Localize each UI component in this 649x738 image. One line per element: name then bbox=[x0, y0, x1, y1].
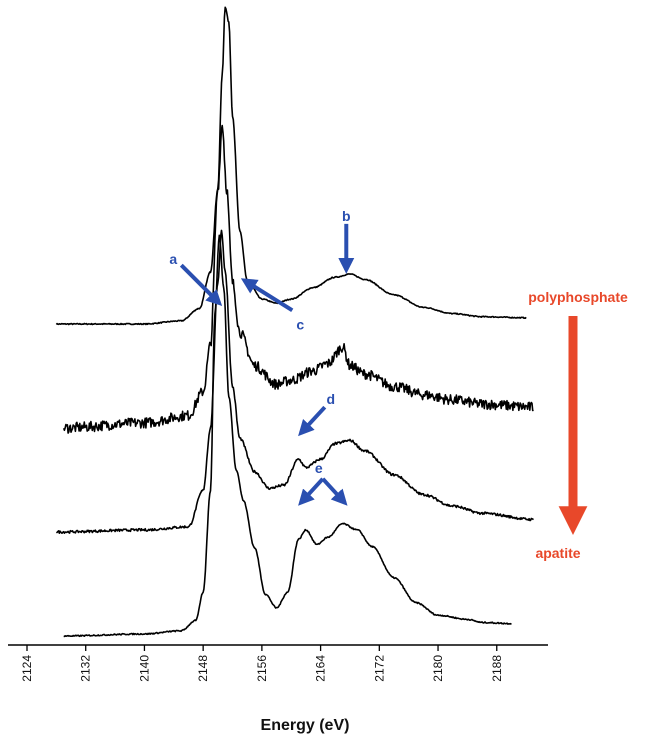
x-axis-ticks: 2124 2132 2140 2148 2156 2164 2172 2180 2188 bbox=[20, 645, 504, 682]
x-tick-label-2180: 2180 bbox=[431, 655, 445, 682]
annotation-label-e: e bbox=[315, 460, 323, 476]
polyphosphate-label: polyphosphate bbox=[528, 289, 628, 305]
spectrum-line-3 bbox=[55, 229, 534, 534]
x-tick-label-2164: 2164 bbox=[314, 655, 328, 682]
annotation-label-a: a bbox=[169, 251, 177, 267]
x-tick-label-2172: 2172 bbox=[372, 655, 386, 682]
annotation-label-c: c bbox=[296, 316, 304, 332]
x-tick-label-2124: 2124 bbox=[20, 655, 34, 682]
spectra-layer bbox=[55, 6, 534, 638]
annotation-label-d: d bbox=[327, 391, 336, 407]
annotation-arrow-c bbox=[240, 278, 294, 313]
x-tick-label-2188: 2188 bbox=[490, 655, 504, 682]
x-tick-label-2156: 2156 bbox=[255, 655, 269, 682]
annotation-arrow-d bbox=[298, 405, 327, 437]
spectrum-line-1 bbox=[55, 6, 527, 326]
x-tick-label-2148: 2148 bbox=[196, 655, 210, 682]
peak-annotations: a b c d e bbox=[169, 208, 355, 506]
annotation-arrow-a bbox=[179, 263, 223, 307]
spectrum-line-4 bbox=[63, 234, 512, 638]
x-axis-label: Energy (eV) bbox=[261, 717, 350, 734]
x-tick-label-2132: 2132 bbox=[79, 655, 93, 682]
annotation-label-b: b bbox=[342, 208, 351, 224]
annotation-arrow-e-right bbox=[321, 477, 348, 506]
annotation-arrow-e-left bbox=[298, 477, 325, 506]
spectrum-line-2 bbox=[62, 124, 534, 434]
x-tick-label-2140: 2140 bbox=[137, 655, 151, 682]
apatite-label: apatite bbox=[535, 545, 580, 561]
